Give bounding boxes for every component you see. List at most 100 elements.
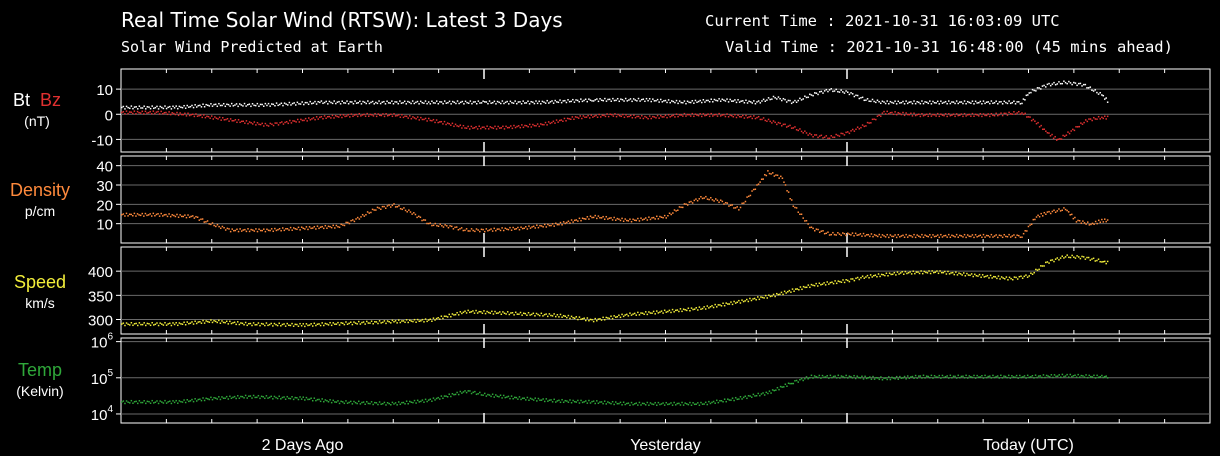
mag-bz-point xyxy=(696,114,698,116)
mag-bz-point xyxy=(157,110,159,113)
temp-temp-point xyxy=(501,397,503,399)
temp-temp-point xyxy=(892,377,895,379)
mag-bt-point xyxy=(959,101,961,103)
density-density-point xyxy=(1014,236,1017,239)
speed-speed-point xyxy=(955,271,957,273)
mag-bz-point xyxy=(320,115,323,118)
density-density-point xyxy=(913,233,915,236)
speed-speed-point xyxy=(865,276,867,278)
speed-speed-point xyxy=(766,297,769,299)
speed-speed-point xyxy=(394,320,397,322)
density-density-point xyxy=(432,224,435,227)
temp-temp-point xyxy=(340,400,342,403)
mag-bz-point xyxy=(543,123,545,126)
mag-bt-point xyxy=(636,100,638,102)
density-density-point xyxy=(870,233,873,235)
mag-bz-point xyxy=(894,111,896,113)
density-density-point xyxy=(1045,213,1047,215)
mag-bz-point xyxy=(718,112,720,115)
speed-speed-point xyxy=(260,322,263,325)
temp-temp-point xyxy=(302,396,304,398)
temp-temp-point xyxy=(692,402,694,404)
temp-temp-point xyxy=(586,402,589,404)
valid-time-label: Valid Time : xyxy=(725,38,847,56)
speed-speed-point xyxy=(815,282,817,285)
speed-speed-point xyxy=(1094,260,1096,262)
speed-speed-point xyxy=(910,273,913,275)
density-density-point xyxy=(403,207,405,209)
density-density-point xyxy=(558,223,560,226)
speed-speed-point xyxy=(1082,256,1085,258)
mag-bt-point xyxy=(528,103,531,105)
mag-bt-point xyxy=(628,99,630,101)
mag-bz-point xyxy=(705,114,708,116)
density-density-point xyxy=(773,175,776,177)
temp-temp-point xyxy=(210,396,212,399)
mag-bt-point xyxy=(540,103,542,105)
temp-temp-point xyxy=(464,390,466,392)
temp-temp-point xyxy=(397,401,400,403)
temp-temp-point xyxy=(682,404,685,406)
speed-speed-point xyxy=(286,322,288,325)
temp-temp-point xyxy=(545,398,548,400)
density-density-point xyxy=(638,220,641,222)
speed-speed-point xyxy=(1056,257,1059,259)
mag-bz-point xyxy=(1051,133,1053,136)
mag-bz-point xyxy=(906,113,909,116)
mag-bt-point xyxy=(933,101,936,104)
speed-speed-point xyxy=(599,318,601,320)
temp-temp-point xyxy=(676,402,679,405)
mag-bz-point xyxy=(1057,138,1060,141)
mag-bz-point xyxy=(423,118,425,121)
mag-bz-point xyxy=(500,127,503,129)
temp-temp-point xyxy=(437,396,439,399)
speed-speed-point xyxy=(189,322,192,324)
speed-speed-point xyxy=(948,273,951,275)
mag-bt-point xyxy=(474,101,476,103)
mag-bz-point xyxy=(573,118,575,121)
speed-speed-point xyxy=(774,295,776,298)
mag-bt-point xyxy=(1081,85,1083,87)
mag-bz-point xyxy=(1013,111,1015,113)
density-density-point xyxy=(621,217,623,220)
temp-temp-point xyxy=(786,385,788,387)
mag-bz-point xyxy=(588,117,591,119)
mag-bt-point xyxy=(825,88,828,91)
speed-speed-point xyxy=(210,319,212,321)
density-density-point xyxy=(149,213,151,215)
speed-speed-point xyxy=(442,317,444,320)
mag-bt-point xyxy=(376,102,379,105)
speed-speed-point xyxy=(1084,258,1087,260)
mag-bt-point xyxy=(781,99,783,102)
temp-temp-point xyxy=(935,376,937,378)
speed-speed-point xyxy=(257,322,260,324)
speed-speed-point xyxy=(550,314,552,317)
mag-bz-point xyxy=(244,122,246,124)
speed-speed-point xyxy=(219,322,222,324)
mag-bt-point xyxy=(776,98,778,100)
temp-temp-point xyxy=(804,377,806,380)
temp-temp-point xyxy=(1001,377,1004,379)
temp-temp-point xyxy=(976,374,978,377)
temp-temp-point xyxy=(626,402,628,405)
mag-bt-point xyxy=(772,95,775,98)
temp-temp-point xyxy=(618,402,620,405)
mag-bt-point xyxy=(496,100,499,103)
speed-speed-point xyxy=(254,324,256,326)
mag-bt-point xyxy=(769,98,771,101)
mag-bt-point xyxy=(594,99,597,101)
density-density-point xyxy=(845,234,847,237)
mag-bt-point xyxy=(512,102,515,104)
mag-bz-point xyxy=(374,112,376,115)
mag-bt-point xyxy=(370,101,372,104)
temp-temp-point xyxy=(227,398,230,400)
density-density-point xyxy=(952,235,955,237)
density-density-point xyxy=(990,233,993,236)
speed-speed-point xyxy=(757,296,759,298)
mag-bz-point xyxy=(475,125,477,128)
speed-speed-point xyxy=(559,313,562,316)
temp-temp-point xyxy=(820,377,822,379)
temp-temp-point xyxy=(1086,376,1089,379)
temp-temp-point xyxy=(462,391,465,393)
temp-temp-point xyxy=(451,392,454,395)
